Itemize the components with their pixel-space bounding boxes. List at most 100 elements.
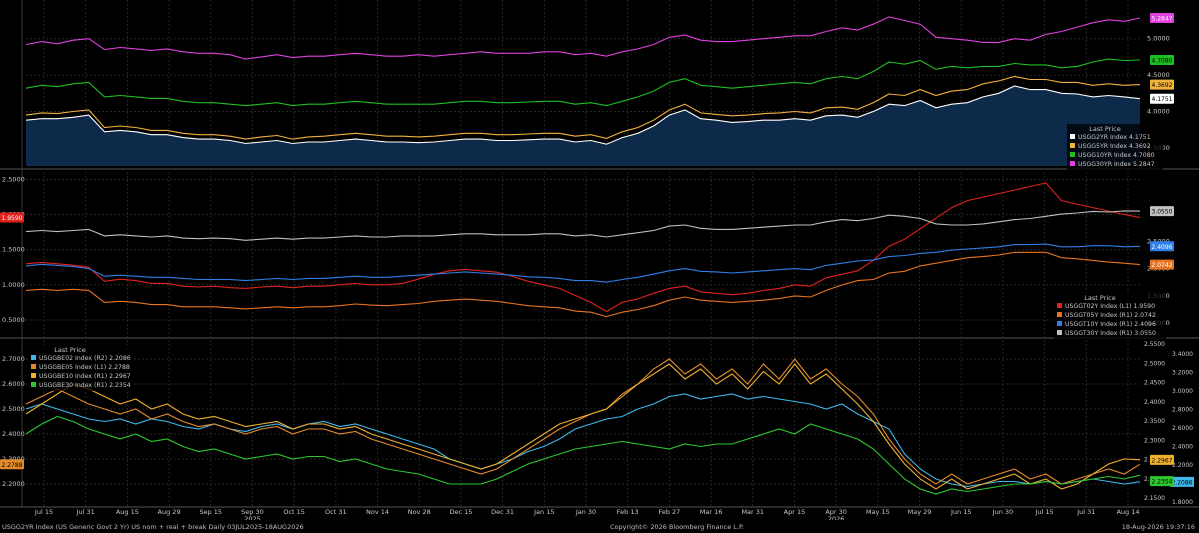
footer-security-description: USGG2YR Index (US Generic Govt 2 Yr) US … (2, 523, 304, 531)
breakeven-legend-swatch (31, 373, 36, 378)
y-tick-label-right-2: 2.6000 (1172, 425, 1193, 432)
x-tick-label: Aug 29 (158, 508, 181, 516)
nominal-last-tag-0-box (1150, 93, 1174, 104)
real-last-tag-2: 2.4096 (1152, 244, 1173, 251)
y-tick-label-right-2: 2.2000 (1172, 462, 1193, 469)
y-tick-label-left: 2.5000 (2, 405, 25, 413)
y-tick-label-right-1: 2.1500 (1144, 495, 1165, 502)
real-series-1-line (25, 251, 1141, 318)
real-last-tag-1: 2.0742 (1152, 262, 1173, 269)
x-tick-label: Dec 15 (449, 508, 472, 516)
x-tick-label: Jul 15 (1035, 508, 1054, 516)
y-tick-label-right-2: 2.4000 (1172, 444, 1193, 451)
real-last-tag-1-box (1150, 259, 1174, 270)
nominal-legend-entry: USGG5YR Index 4.3692 (1078, 143, 1151, 150)
x-tick-label: May 15 (866, 508, 890, 516)
y-tick-label-right: 4.5000 (1147, 71, 1170, 79)
nominal-last-tag-3-box (1150, 13, 1174, 24)
x-tick-label: Mar 16 (700, 508, 723, 516)
y-tick-label-left: 2.7000 (2, 355, 25, 363)
x-tick-label: Oct 31 (325, 508, 347, 516)
x-tick-label: Jul 31 (1076, 508, 1095, 516)
real-legend-swatch (1057, 321, 1062, 326)
y-tick-label-left: 2.4000 (2, 430, 25, 438)
x-tick-label: Feb 13 (617, 508, 639, 516)
y-tick-label-right-1: 2.5000 (1144, 360, 1165, 367)
x-tick-label: Nov 28 (408, 508, 431, 516)
x-tick-label: Jun 15 (950, 508, 972, 516)
y-tick-label-right: 4.0000 (1147, 107, 1170, 115)
x-tick-label: Jan 30 (575, 508, 596, 516)
real-series-3-line (25, 210, 1141, 241)
x-tick-label: Apr 30 (825, 508, 847, 516)
x-tick-label: Aug 15 (116, 508, 139, 516)
y-tick-label-right: 5.0000 (1147, 35, 1170, 43)
breakeven-last-tag-0: 2.2086 (1172, 479, 1193, 486)
y-tick-label-left: 2.3000 (2, 455, 25, 463)
real-last-tag-3: 3.0550 (1152, 209, 1173, 216)
x-tick-label: Feb 27 (658, 508, 680, 516)
breakeven-legend-entry: USGGBE30 Index (R1) 2.2354 (39, 382, 131, 389)
nominal-last-tag-2: 4.7080 (1152, 57, 1173, 64)
nominal-legend-swatch (1070, 143, 1075, 148)
nominal-legend-entry: USGG2YR Index 4.1751 (1078, 134, 1151, 141)
real-legend-entry: USGGT05Y Index (R1) 2.0742 (1065, 312, 1156, 319)
breakeven-legend-swatch (31, 364, 36, 369)
y-tick-label-left: 1.0000 (2, 281, 25, 289)
chart-footer: USGG2YR Index (US Generic Govt 2 Yr) US … (0, 520, 1199, 533)
y-tick-label-left: 1.5000 (2, 246, 25, 254)
real-last-tag-3-box (1150, 206, 1174, 217)
y-tick-label-right-2: 3.2000 (1172, 370, 1193, 377)
x-tick-label: Aug 14 (1116, 508, 1139, 516)
breakeven-last-tag-2: 2.2967 (1152, 457, 1173, 464)
x-tick-label: Sep 15 (199, 508, 222, 516)
breakeven-last-tag-1: 2.2788 (2, 462, 23, 469)
breakeven-legend-swatch (31, 382, 36, 387)
breakeven-last-tag-0-box (1170, 476, 1194, 487)
real-last-tag-0-box (0, 212, 24, 223)
year-label: 2025 (244, 515, 261, 520)
nominal-legend-swatch (1070, 161, 1075, 166)
nominal-last-tag-0: 4.1751 (1152, 96, 1173, 103)
breakeven-last-tag-1-box (0, 459, 24, 470)
x-tick-label: Jul 31 (76, 508, 95, 516)
x-tick-label: Jun 30 (992, 508, 1014, 516)
y-tick-label-right-1: 2.4500 (1144, 380, 1165, 387)
nominal-legend-swatch (1070, 152, 1075, 157)
y-tick-label-left: 2.2000 (2, 480, 25, 488)
real-series-2-line (25, 243, 1141, 283)
x-tick-label: May 29 (908, 508, 932, 516)
breakeven-legend-entry: USGGBE05 Index (L1) 2.2788 (39, 364, 130, 371)
breakeven-last-tag-3: 2.2354 (1152, 479, 1173, 486)
year-label: 2026 (828, 515, 845, 520)
real-legend-swatch (1057, 312, 1062, 317)
real-last-tag-0: 1.9590 (2, 215, 23, 222)
y-tick-label-right-1: 2.3000 (1144, 437, 1165, 444)
breakeven-legend-title: Last Price (54, 346, 85, 354)
breakeven-legend-swatch (31, 355, 36, 360)
nominal-last-tag-1: 4.3692 (1152, 82, 1173, 89)
y-tick-label-right-2: 3.4000 (1172, 351, 1193, 358)
y-tick-label-right-1: 2.3500 (1144, 418, 1165, 425)
real-legend-entry: USGGT10Y Index (R1) 2.4096 (1065, 321, 1156, 328)
breakeven-legend-bg (28, 345, 132, 391)
y-tick-label-right-2: 2.8000 (1172, 407, 1193, 414)
footer-copyright: Copyright© 2026 Bloomberg Finance L.P. (610, 523, 744, 531)
breakeven-series-3-line (25, 415, 1141, 495)
nominal-series-0-area (26, 86, 1140, 166)
breakeven-series-0-line (25, 393, 1141, 488)
nominal-series-2-line (25, 58, 1141, 107)
y-tick-label-right-2: 1.8000 (1172, 499, 1193, 506)
breakeven-legend-entry: USGGBE10 Index (R1) 2.2967 (39, 373, 131, 380)
nominal-series-0-line (25, 85, 1141, 145)
x-tick-label: Nov 14 (366, 508, 389, 516)
breakeven-series-2-line (25, 363, 1141, 490)
nominal-legend-title: Last Price (1089, 125, 1120, 133)
real-legend-bg (1054, 293, 1166, 339)
x-tick-label: Mar 31 (741, 508, 764, 516)
nominal-last-tag-2-box (1150, 54, 1174, 65)
nominal-last-tag-3: 5.2847 (1152, 16, 1173, 23)
x-tick-label: Sep 30 (241, 508, 264, 516)
